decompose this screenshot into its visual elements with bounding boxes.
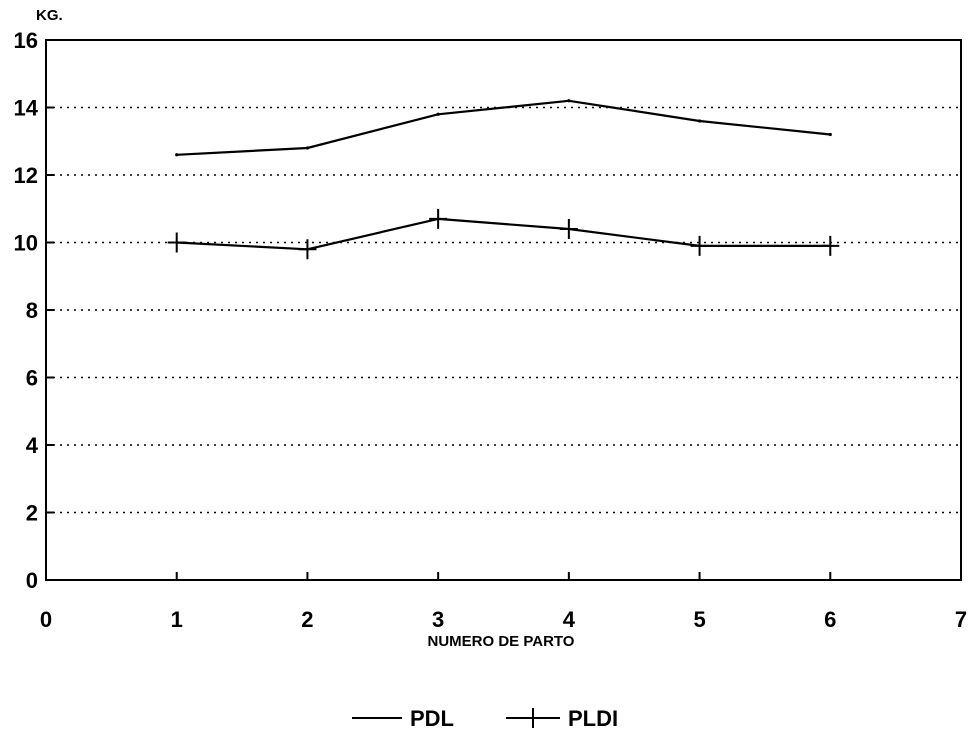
y-tick-label: 6 (26, 366, 38, 391)
y-tick-label: 2 (26, 501, 38, 526)
legend-label-pldi: PLDI (568, 706, 618, 731)
x-tick-label: 6 (824, 607, 836, 632)
x-tick-label: 0 (40, 607, 52, 632)
x-tick-label: 2 (301, 607, 313, 632)
grid-lines (46, 106, 961, 514)
data-point-pldi (167, 232, 186, 253)
y-axis-label: KG. (36, 7, 63, 24)
data-point-pdl (828, 132, 832, 137)
legend-label-pdl: PDL (410, 706, 454, 731)
series-group (167, 99, 840, 260)
data-point-pldi (690, 235, 709, 256)
x-tick-label: 5 (693, 607, 705, 632)
x-axis-label: NUMERO DE PARTO (428, 633, 575, 650)
x-tick-label: 7 (955, 607, 967, 632)
x-tick-label: 4 (563, 607, 576, 632)
x-axis-ticks: 0 1 2 3 4 5 6 7 (40, 572, 967, 632)
y-tick-label: 4 (26, 433, 39, 458)
data-point-pdl (305, 146, 310, 150)
y-tick-label: 0 (26, 568, 38, 593)
y-tick-label: 10 (14, 231, 38, 256)
legend: PDL PLDI (352, 706, 618, 731)
y-tick-label: 16 (14, 28, 38, 53)
data-point-pldi (821, 235, 840, 256)
data-point-pdl (567, 99, 571, 103)
data-point-pldi (429, 208, 448, 229)
y-tick-label: 8 (26, 298, 38, 323)
x-tick-label: 1 (171, 607, 183, 632)
data-point-pdl (175, 153, 179, 157)
data-point-pldi (559, 219, 578, 239)
y-tick-label: 14 (14, 96, 39, 121)
y-axis-ticks: 0 2 4 6 8 10 12 14 16 (14, 28, 54, 593)
series-line-pdl (176, 99, 831, 156)
data-point-pldi (298, 239, 317, 260)
data-point-pdl (436, 112, 440, 116)
data-point-pdl (697, 119, 702, 123)
series-line-pldi (176, 217, 831, 251)
y-tick-label: 12 (14, 163, 38, 188)
x-tick-label: 3 (432, 607, 444, 632)
